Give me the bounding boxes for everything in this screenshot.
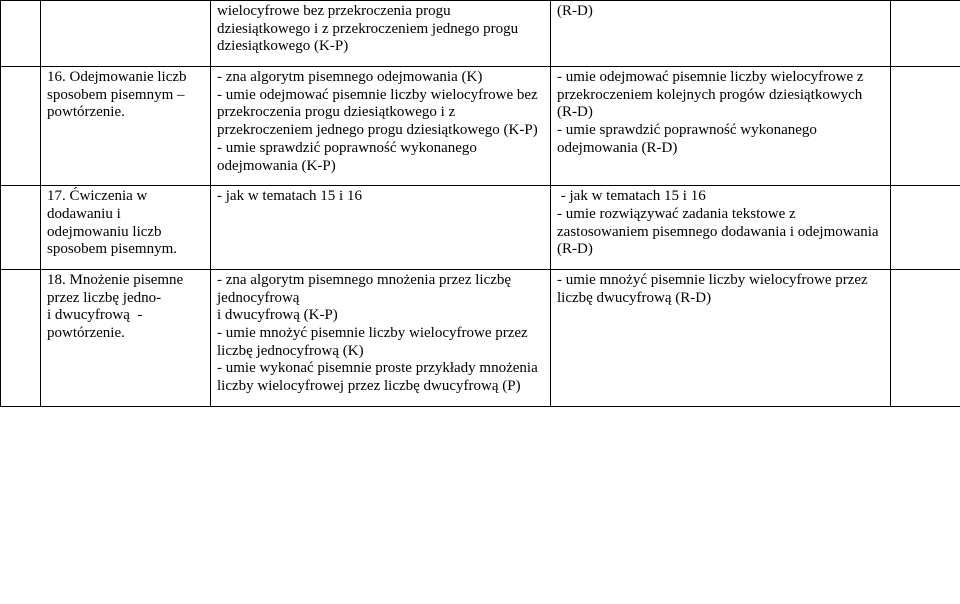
- cell-basic: - zna algorytm pisemnego odejmowania (K)…: [211, 67, 551, 186]
- cell-topic: [41, 1, 211, 67]
- cell-text: wielocyfrowe bez przekroczenia progu dzi…: [217, 3, 522, 54]
- cell-empty: [1, 1, 41, 67]
- table-row: wielocyfrowe bez przekroczenia progu dzi…: [1, 1, 960, 67]
- cell-text: - umie odejmować pisemnie liczby wielocy…: [557, 69, 867, 156]
- cell-text: (R-D): [557, 3, 593, 19]
- cell-empty: [1, 186, 41, 270]
- table-row: 17. Ćwiczenia w dodawaniu i odejmowaniu …: [1, 186, 960, 270]
- cell-empty: [1, 67, 41, 186]
- cell-topic: 18. Mnożenie pisemne przez liczbę jedno-…: [41, 269, 211, 406]
- cell-empty: [891, 269, 960, 406]
- cell-empty: [891, 186, 960, 270]
- cell-extended: - umie mnożyć pisemnie liczby wielocyfro…: [551, 269, 891, 406]
- cell-text: 17. Ćwiczenia w dodawaniu i odejmowaniu …: [47, 188, 177, 257]
- cell-empty: [891, 67, 960, 186]
- table-row: 16. Odejmowanie liczb sposobem pisemnym …: [1, 67, 960, 186]
- cell-text: - jak w tematach 15 i 16: [217, 188, 362, 204]
- table-row: 18. Mnożenie pisemne przez liczbę jedno-…: [1, 269, 960, 406]
- cell-basic: - jak w tematach 15 i 16: [211, 186, 551, 270]
- cell-text: 16. Odejmowanie liczb sposobem pisemnym …: [47, 69, 190, 120]
- cell-topic: 16. Odejmowanie liczb sposobem pisemnym …: [41, 67, 211, 186]
- cell-extended: - umie odejmować pisemnie liczby wielocy…: [551, 67, 891, 186]
- cell-extended: - jak w tematach 15 i 16 - umie rozwiązy…: [551, 186, 891, 270]
- cell-empty: [891, 1, 960, 67]
- cell-text: - umie mnożyć pisemnie liczby wielocyfro…: [557, 272, 871, 306]
- cell-text: - jak w tematach 15 i 16 - umie rozwiązy…: [557, 188, 882, 257]
- cell-basic: - zna algorytm pisemnego mnożenia przez …: [211, 269, 551, 406]
- cell-text: - zna algorytm pisemnego odejmowania (K)…: [217, 69, 541, 173]
- cell-topic: 17. Ćwiczenia w dodawaniu i odejmowaniu …: [41, 186, 211, 270]
- cell-empty: [1, 269, 41, 406]
- curriculum-table: wielocyfrowe bez przekroczenia progu dzi…: [0, 0, 960, 407]
- cell-text: - zna algorytm pisemnego mnożenia przez …: [217, 272, 542, 394]
- cell-basic: wielocyfrowe bez przekroczenia progu dzi…: [211, 1, 551, 67]
- cell-text: 18. Mnożenie pisemne przez liczbę jedno-…: [47, 272, 187, 341]
- cell-extended: (R-D): [551, 1, 891, 67]
